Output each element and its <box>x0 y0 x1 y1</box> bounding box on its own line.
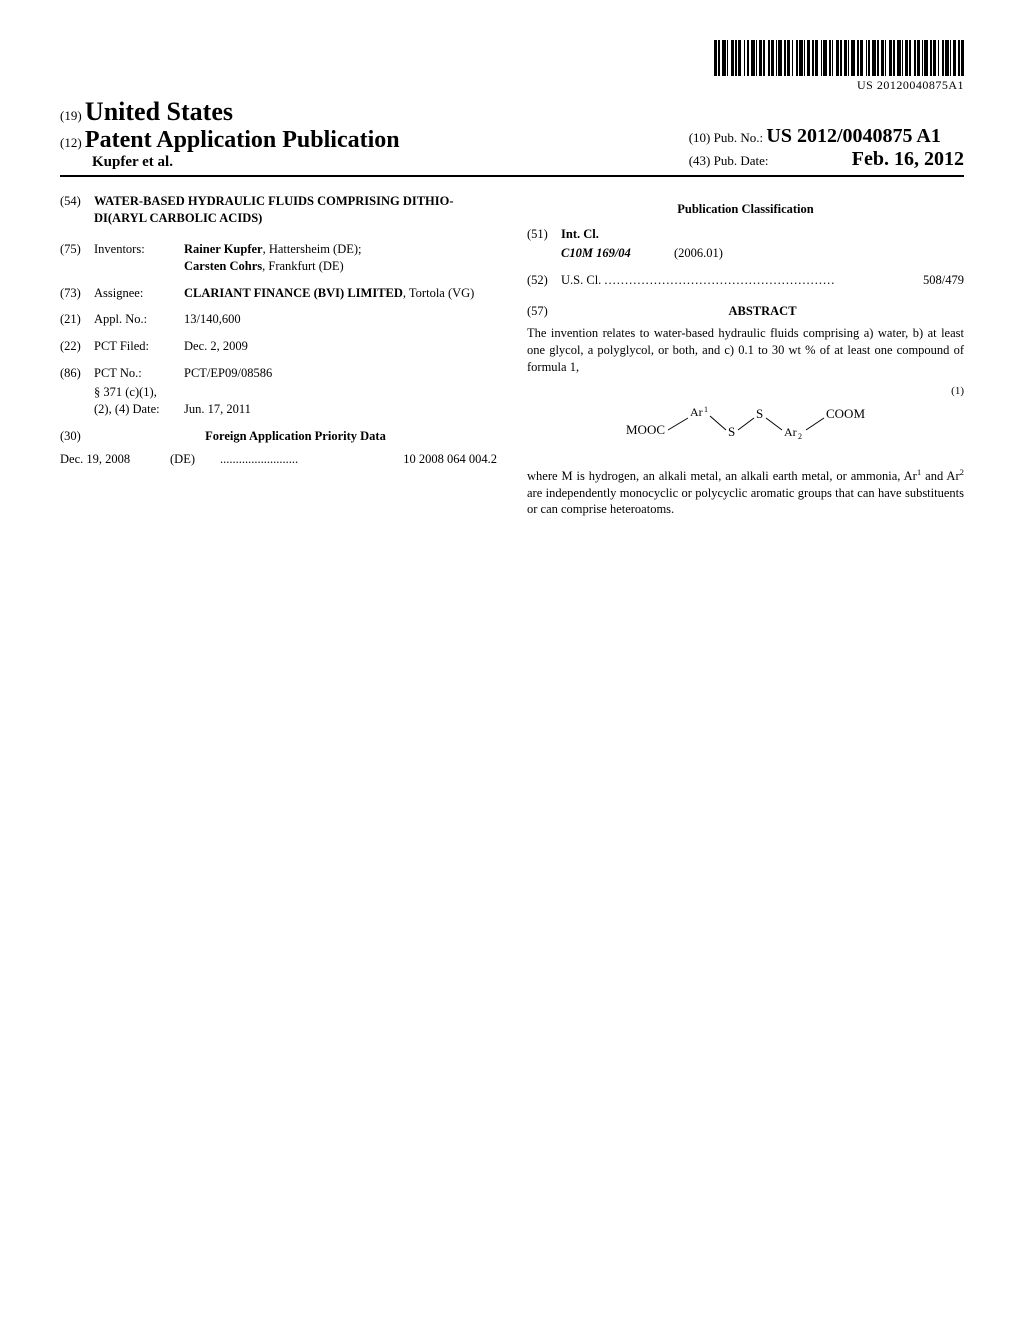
pubdate-label: Pub. Date: <box>714 153 769 168</box>
s371-label-2: (2), (4) Date: <box>94 401 184 418</box>
pctfiled-field: (22) PCT Filed: Dec. 2, 2009 <box>60 338 497 355</box>
abstract-p2-b: and Ar <box>921 469 959 483</box>
right-column: Publication Classification (51) Int. Cl.… <box>527 193 964 518</box>
abstract-p2-c: are independently monocyclic or polycycl… <box>527 486 964 517</box>
s371-label-1: § 371 (c)(1), <box>94 384 184 401</box>
barcode-region: US 20120040875A1 <box>60 40 964 93</box>
country-code: (19) <box>60 108 82 123</box>
header: (19) United States (12) Patent Applicati… <box>60 97 964 177</box>
pctfiled-value: Dec. 2, 2009 <box>184 338 497 355</box>
intcl-date: (2006.01) <box>674 246 723 260</box>
applno-label: Appl. No.: <box>94 311 184 328</box>
body-columns: (54) WATER-BASED HYDRAULIC FLUIDS COMPRI… <box>60 193 964 518</box>
inventors-value: Rainer Kupfer, Hattersheim (DE); Carsten… <box>184 241 497 275</box>
authors: Kupfer et al. <box>92 154 400 171</box>
chemical-formula: (1) MOOC Ar 1 S S Ar 2 COOM <box>527 396 964 451</box>
assignee-value: CLARIANT FINANCE (BVI) LIMITED, Tortola … <box>184 285 497 302</box>
s371-field-2: (2), (4) Date: Jun. 17, 2011 <box>60 401 497 418</box>
uscl-label: U.S. Cl. <box>561 272 601 289</box>
foreign-code: (30) <box>60 428 94 445</box>
abstract-p1: The invention relates to water-based hyd… <box>527 325 964 376</box>
uscl-code: (52) <box>527 272 561 289</box>
applno-field: (21) Appl. No.: 13/140,600 <box>60 311 497 328</box>
intcl-label: Int. Cl. <box>561 227 599 241</box>
pctfiled-code: (22) <box>60 338 94 355</box>
intcl-field: (51) Int. Cl. <box>527 226 964 243</box>
title-text: WATER-BASED HYDRAULIC FLUIDS COMPRISING … <box>94 193 497 227</box>
applno-value: 13/140,600 <box>184 311 497 328</box>
intcl-class: C10M 169/04 <box>561 246 631 260</box>
svg-text:MOOC: MOOC <box>626 422 665 437</box>
pubdate: Feb. 16, 2012 <box>852 148 964 170</box>
header-right: (10) Pub. No.: US 2012/0040875 A1 (43) P… <box>689 125 964 171</box>
abstract-heading: ABSTRACT <box>561 303 964 320</box>
abstract-heading-row: (57) ABSTRACT <box>527 303 964 326</box>
pubclass-heading: Publication Classification <box>527 201 964 218</box>
inventors-code: (75) <box>60 241 94 275</box>
abstract-code: (57) <box>527 303 561 326</box>
assignee-label: Assignee: <box>94 285 184 302</box>
svg-text:Ar: Ar <box>690 405 703 419</box>
abstract-p2-a: where M is hydrogen, an alkali metal, an… <box>527 469 917 483</box>
country: United States <box>85 97 233 126</box>
foreign-data-row: Dec. 19, 2008 (DE) .....................… <box>60 451 497 468</box>
formula-number: (1) <box>951 384 964 399</box>
barcode <box>714 40 964 76</box>
uscl-val: 508/479 <box>923 272 964 289</box>
title-code: (54) <box>60 193 94 227</box>
foreign-num: 10 2008 064 004.2 <box>403 451 497 468</box>
svg-text:S: S <box>728 424 735 439</box>
inventors-field: (75) Inventors: Rainer Kupfer, Hattershe… <box>60 241 497 275</box>
intcl-class-row: C10M 169/04 (2006.01) <box>527 245 964 262</box>
formula-svg: MOOC Ar 1 S S Ar 2 COOM <box>616 396 876 446</box>
pubno-code: (10) <box>689 130 711 145</box>
assignee-code: (73) <box>60 285 94 302</box>
abstract-p2: where M is hydrogen, an alkali metal, an… <box>527 467 964 519</box>
foreign-heading: Foreign Application Priority Data <box>94 428 497 445</box>
foreign-date: Dec. 19, 2008 <box>60 451 170 468</box>
uscl-dots: ........................................… <box>604 272 923 289</box>
svg-text:Ar: Ar <box>784 425 797 439</box>
pctno-field: (86) PCT No.: PCT/EP09/08586 <box>60 365 497 382</box>
foreign-heading-row: (30) Foreign Application Priority Data <box>60 428 497 445</box>
header-left: (19) United States (12) Patent Applicati… <box>60 97 400 171</box>
svg-text:1: 1 <box>704 405 708 414</box>
assignee-name: CLARIANT FINANCE (BVI) LIMITED <box>184 286 403 300</box>
foreign-dots: ......................... <box>220 451 403 468</box>
foreign-country: (DE) <box>170 451 220 468</box>
inventors-label: Inventors: <box>94 241 184 275</box>
pctno-label: PCT No.: <box>94 365 184 382</box>
applno-code: (21) <box>60 311 94 328</box>
s371-value: Jun. 17, 2011 <box>184 401 497 418</box>
svg-text:2: 2 <box>798 432 802 441</box>
pubno-label: Pub. No.: <box>714 130 763 145</box>
inventor-1-loc: , Hattersheim (DE); <box>263 242 362 256</box>
doc-type-code: (12) <box>60 135 82 150</box>
left-column: (54) WATER-BASED HYDRAULIC FLUIDS COMPRI… <box>60 193 497 518</box>
title-field: (54) WATER-BASED HYDRAULIC FLUIDS COMPRI… <box>60 193 497 227</box>
pctfiled-label: PCT Filed: <box>94 338 184 355</box>
pubno: US 2012/0040875 A1 <box>766 125 940 147</box>
pctno-code: (86) <box>60 365 94 382</box>
s371-field-1: § 371 (c)(1), <box>60 384 497 401</box>
svg-text:S: S <box>756 406 763 421</box>
svg-text:COOM: COOM <box>826 406 865 421</box>
uscl-field: (52) U.S. Cl. ..........................… <box>527 272 964 289</box>
barcode-number: US 20120040875A1 <box>857 78 964 93</box>
doc-type: Patent Application Publication <box>85 127 400 153</box>
pctno-value: PCT/EP09/08586 <box>184 365 497 382</box>
inventor-1-name: Rainer Kupfer <box>184 242 263 256</box>
pubdate-code: (43) <box>689 153 711 168</box>
inventor-2-name: Carsten Cohrs <box>184 259 262 273</box>
assignee-field: (73) Assignee: CLARIANT FINANCE (BVI) LI… <box>60 285 497 302</box>
intcl-code: (51) <box>527 226 561 243</box>
assignee-loc: , Tortola (VG) <box>403 286 474 300</box>
inventor-2-loc: , Frankfurt (DE) <box>262 259 344 273</box>
